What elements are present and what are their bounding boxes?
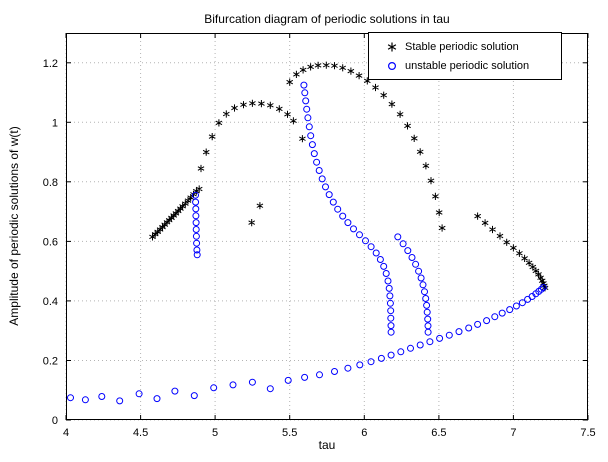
svg-text:7: 7: [510, 427, 516, 439]
svg-text:7.5: 7.5: [580, 427, 595, 439]
svg-text:6: 6: [361, 427, 367, 439]
svg-text:1: 1: [52, 117, 58, 129]
plot-area: 4 4.5 5 5.5 6 6.5 7 7.5 0 0.2 0.4 0.6 0.8 1 1.2: [43, 33, 596, 439]
legend: Stable periodic solution unstable period…: [368, 32, 562, 80]
asterisk-marker-icon: [379, 40, 405, 54]
chart-title: Bifurcation diagram of periodic solution…: [204, 12, 450, 26]
svg-text:4: 4: [63, 427, 69, 439]
svg-text:5.5: 5.5: [282, 427, 297, 439]
legend-label-unstable: unstable periodic solution: [405, 59, 530, 72]
x-axis-label: tau: [318, 438, 336, 452]
svg-text:4.5: 4.5: [133, 427, 148, 439]
legend-item-unstable: unstable periodic solution: [379, 56, 555, 75]
svg-text:0.4: 0.4: [43, 296, 58, 308]
svg-text:0.8: 0.8: [43, 177, 58, 189]
svg-text:5: 5: [212, 427, 218, 439]
y-axis-label: Amplitude of periodic solutions of w(t): [7, 126, 21, 326]
circle-marker-icon: [379, 59, 405, 73]
legend-item-stable: Stable periodic solution: [379, 37, 555, 56]
svg-text:1.2: 1.2: [43, 58, 58, 70]
svg-text:6.5: 6.5: [431, 427, 446, 439]
svg-text:0.2: 0.2: [43, 356, 58, 368]
svg-text:0: 0: [52, 415, 58, 427]
legend-label-stable: Stable periodic solution: [405, 40, 519, 53]
svg-text:0.6: 0.6: [43, 236, 58, 248]
